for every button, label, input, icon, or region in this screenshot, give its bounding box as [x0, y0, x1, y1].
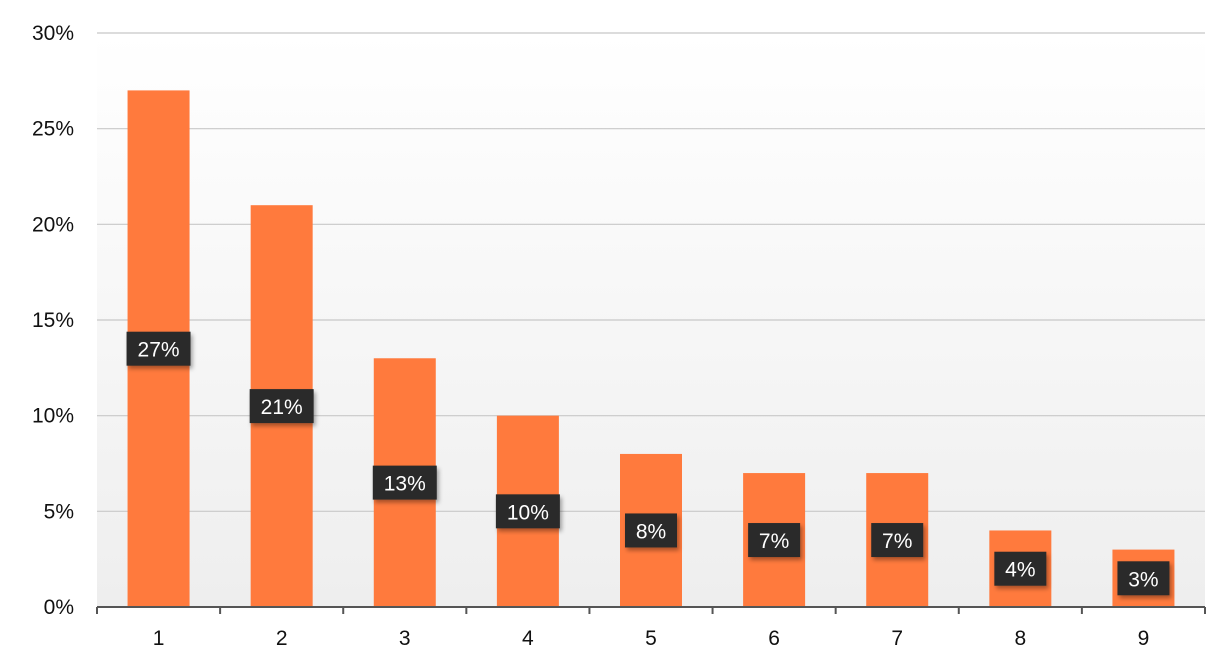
data-label-1: 27%	[126, 331, 191, 366]
data-label-6: 7%	[748, 523, 801, 558]
y-tick-label: 20%	[32, 213, 74, 236]
data-label-text: 13%	[384, 473, 426, 496]
data-label-9: 3%	[1117, 561, 1170, 596]
data-label-box	[994, 551, 1047, 586]
y-tick-label: 15%	[32, 309, 74, 332]
data-label-text: 3%	[1128, 568, 1158, 591]
data-label-4: 10%	[495, 494, 560, 529]
x-tick-label: 5	[645, 627, 657, 650]
data-label-box	[126, 331, 191, 366]
data-label-box	[871, 523, 924, 558]
y-tick-label: 5%	[44, 500, 74, 523]
x-tick-label: 6	[768, 627, 780, 650]
y-tick-label: 30%	[32, 22, 74, 45]
x-tick-label: 9	[1138, 627, 1150, 650]
y-tick-label: 10%	[32, 405, 74, 428]
data-label-text: 10%	[507, 501, 549, 524]
data-label-box	[1117, 561, 1170, 596]
data-labels: 27% 21% 13% 10% 8% 7% 7% 4% 3%	[126, 331, 1170, 596]
data-label-box	[372, 465, 437, 500]
x-tick-label: 3	[399, 627, 411, 650]
data-label-box	[748, 523, 801, 558]
x-tick-label: 4	[522, 627, 534, 650]
data-label-text: 21%	[261, 396, 303, 419]
x-tick-label: 1	[153, 627, 165, 650]
data-label-text: 8%	[636, 520, 666, 543]
x-axis	[96, 606, 1206, 614]
data-label-8: 4%	[994, 551, 1047, 586]
x-tick-label: 7	[891, 627, 903, 650]
data-label-text: 7%	[759, 530, 789, 553]
data-label-5: 8%	[625, 513, 677, 548]
data-label-text: 7%	[882, 530, 912, 553]
y-axis-ticks: 0% 5% 10% 15% 20% 25% 30%	[32, 22, 74, 619]
y-tick-label: 25%	[32, 118, 74, 141]
data-label-box	[625, 513, 677, 548]
x-tick-label: 8	[1014, 627, 1026, 650]
data-label-3: 13%	[372, 465, 437, 500]
data-label-box	[495, 494, 560, 529]
data-label-text: 27%	[138, 339, 180, 362]
data-label-2: 21%	[249, 389, 314, 424]
x-tick-label: 2	[276, 627, 288, 650]
data-label-7: 7%	[871, 523, 924, 558]
data-label-text: 4%	[1005, 559, 1035, 582]
x-axis-ticks: 1 2 3 4 5 6 7 8 9	[153, 627, 1150, 650]
y-tick-label: 0%	[44, 596, 74, 619]
data-label-box	[249, 389, 314, 424]
